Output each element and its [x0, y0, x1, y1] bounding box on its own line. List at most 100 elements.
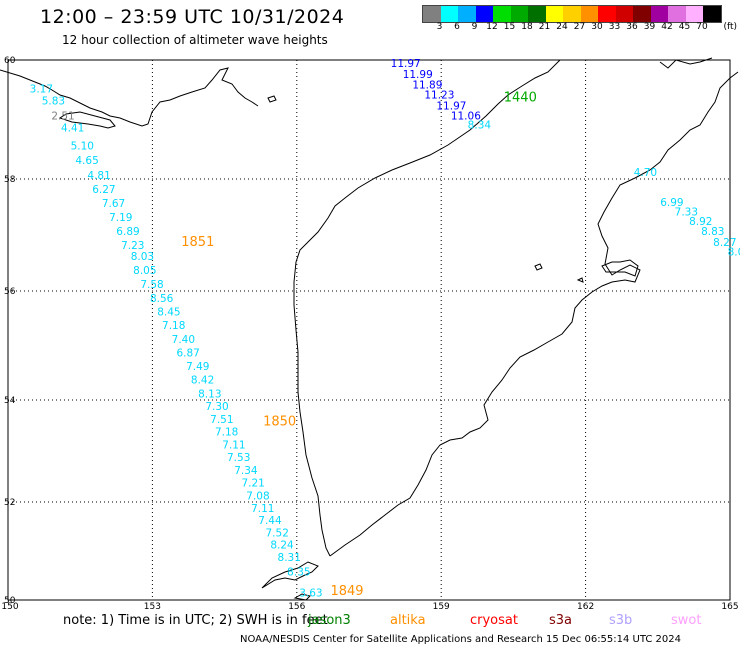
color-scale-label: 24: [556, 22, 568, 32]
mission-legend-item: jason3: [308, 613, 351, 628]
kamchatka-east-coast: [329, 71, 739, 557]
kuril-shumshu: [293, 593, 311, 601]
wave-height-value: 8.13: [198, 388, 221, 400]
longitude-tick-label: 156: [288, 602, 305, 612]
color-swatch: [615, 6, 633, 22]
wave-height-value: 6.87: [176, 347, 199, 359]
color-scale-label: 30: [591, 22, 603, 32]
wave-height-value: 8.56: [150, 293, 174, 305]
color-scale-label: 18: [521, 22, 533, 32]
latitude-tick-label: 54: [4, 396, 16, 406]
pass-time-label: 1851: [181, 235, 214, 250]
mission-legend-item: altika: [390, 613, 426, 628]
kamchatka-coast: [293, 59, 561, 557]
wave-height-value: 4.65: [75, 155, 98, 167]
wave-height-value: 11.97: [391, 58, 421, 70]
wave-height-value: 7.08: [246, 490, 269, 502]
wave-height-value: 5.10: [71, 140, 94, 152]
wave-height-value: 8.05: [133, 265, 156, 277]
wave-height-value: 8.31: [278, 552, 301, 564]
color-scale-label: 21: [538, 22, 551, 32]
small-island-1: [534, 263, 543, 271]
latitude-labels: 50 52 54 56 58 60: [4, 56, 16, 606]
wave-height-value: 8.27: [713, 237, 736, 249]
color-scale-label: 27: [573, 22, 586, 32]
wave-height-value: 11.06: [451, 111, 481, 123]
wave-height-value: 7.49: [186, 361, 209, 373]
color-swatch: [440, 6, 458, 22]
color-swatch: [458, 6, 476, 22]
wave-height-value: 3.63: [299, 588, 322, 600]
color-swatch: [493, 6, 511, 22]
wave-height-value: 7.67: [102, 198, 125, 210]
wave-height-value: 7.33: [675, 206, 698, 218]
color-swatch: [703, 6, 721, 22]
small-island-2: [576, 277, 584, 283]
wave-height-value: 7.53: [227, 452, 250, 464]
color-scale-label: 3: [436, 22, 443, 32]
wave-height-value: 7.30: [205, 401, 228, 413]
color-swatch: [580, 6, 598, 22]
page-title: 12:00 – 23:59 UTC 10/31/2024: [40, 6, 345, 28]
color-swatch: [685, 6, 703, 22]
wave-height-value: 11.23: [424, 90, 454, 102]
wave-height-value: 7.58: [140, 279, 163, 291]
okhotsk-north-coast: [0, 67, 259, 127]
color-scale-label: 15: [503, 22, 516, 32]
wave-height-value: 7.18: [215, 427, 238, 439]
longitude-labels: 150 153 156 159 162 165: [1, 602, 738, 612]
mission-legend-item: s3b: [609, 613, 633, 628]
koni-peninsula: [58, 111, 116, 129]
northeast-coast: [659, 57, 713, 69]
longitude-tick-label: 153: [144, 602, 161, 612]
color-swatch: [510, 6, 528, 22]
latitude-tick-label: 50: [4, 596, 16, 606]
wave-height-value: 5.83: [42, 96, 65, 108]
longitude-tick-label: 159: [433, 602, 450, 612]
wave-height-value: 7.34: [234, 465, 258, 477]
pass-time-label: 1849: [330, 584, 363, 599]
wave-height-value: 11.89: [412, 80, 442, 92]
coastline: [0, 57, 739, 601]
mission-legend-item: cryosat: [470, 613, 518, 628]
wave-height-value: 7.19: [109, 212, 132, 224]
color-swatch: [423, 6, 441, 22]
map-grid: [7, 59, 731, 601]
color-swatch: [598, 6, 616, 22]
color-swatch: [475, 6, 493, 22]
wave-height-value: 8.83: [701, 226, 724, 238]
wave-height-value: 7.52: [266, 527, 289, 539]
wave-height-value: 8.35: [287, 567, 310, 579]
color-scale-label: 70: [696, 22, 708, 32]
latitude-tick-label: 58: [4, 175, 16, 185]
wave-height-value: 7.51: [210, 414, 233, 426]
page-subtitle: 12 hour collection of altimeter wave hei…: [62, 33, 328, 47]
latitude-tick-label: 52: [4, 498, 15, 508]
latitude-tick-label: 60: [4, 56, 16, 66]
color-scale-label: 6: [454, 22, 460, 32]
wave-height-value: 8.34: [468, 119, 492, 131]
color-scale-label: 12: [486, 22, 498, 32]
color-swatch: [563, 6, 581, 22]
color-swatch: [528, 6, 546, 22]
color-scale-label: 42: [661, 22, 673, 32]
wave-height-value: 7.23: [121, 240, 144, 252]
small-island-3: [267, 95, 277, 103]
wave-height-value: 7.18: [162, 320, 185, 332]
pass-time-label: 1440: [504, 91, 537, 106]
wave-height-value: 3.17: [30, 84, 53, 96]
map-frame: [7, 59, 731, 601]
wave-height-value: 8.45: [157, 307, 180, 319]
mission-legend-item: swot: [671, 613, 702, 628]
color-scale-label: 33: [608, 22, 621, 32]
karaginsky-island: [601, 259, 639, 277]
credit-line: NOAA/NESDIS Center for Satellite Applica…: [240, 634, 682, 645]
color-swatch: [668, 6, 686, 22]
color-scale-labels: 3 6 9 12 15 18 21 24 27 30 33 36 39 42 45 70: [422, 22, 740, 34]
wave-height-value: 4.41: [61, 122, 84, 134]
wave-height-value: 11.99: [403, 69, 433, 81]
wave-height-value: 4.81: [87, 170, 110, 182]
color-scale-unit: (ft): [723, 22, 737, 32]
kuril-paramushir: [261, 561, 319, 589]
